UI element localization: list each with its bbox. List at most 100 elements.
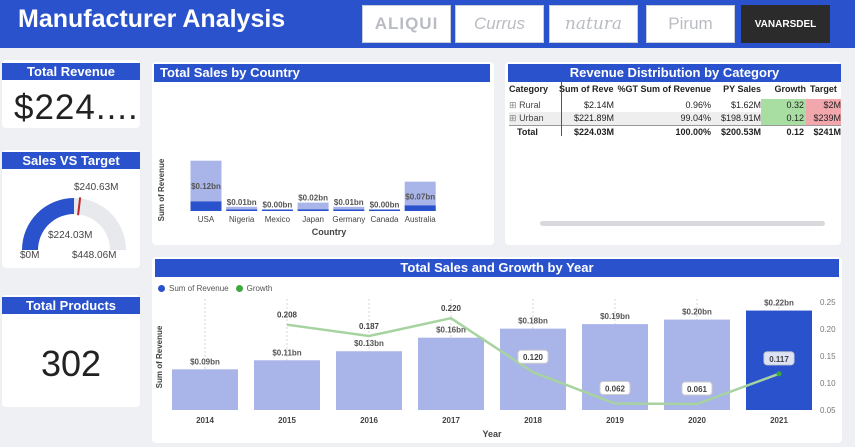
- table-row[interactable]: ⊞ Urban $221.89M 99.04% $198.91M 0.12 $2…: [509, 112, 841, 125]
- brand-slicer-currus[interactable]: Currus: [455, 5, 544, 43]
- gauge-target-marker: [77, 197, 82, 216]
- brand-label: VANARSDEL: [754, 18, 817, 30]
- year-y-axis-label: Sum of Revenue: [155, 325, 164, 388]
- country-bar: [226, 206, 258, 211]
- revenue-bar: [254, 360, 320, 410]
- country-bar-chart: Sum of Revenue Country $0.12bn USA $0.01bn…: [157, 158, 437, 237]
- gauge-actual-label: $224.03M: [48, 230, 92, 241]
- col-target[interactable]: Target: [810, 84, 837, 94]
- year-tick-label: 2021: [770, 416, 788, 425]
- revenue-data-label: $0.22bn: [764, 299, 794, 308]
- revenue-data-label: $0.16bn: [436, 326, 466, 335]
- brand-label: natura: [564, 14, 623, 34]
- sales-by-country-card: Total Sales by Country Sum of Revenue Co…: [152, 62, 494, 245]
- revenue-data-label: $0.20bn: [682, 308, 712, 317]
- brand-label: Currus: [473, 14, 525, 33]
- col-category[interactable]: Category: [509, 84, 549, 94]
- row-py-sales: $1.62M: [730, 100, 761, 110]
- revenue-data-label: $0.11bn: [272, 348, 301, 357]
- revenue-bar: [418, 337, 484, 410]
- country-data-label: $0.01bn: [227, 198, 257, 207]
- brand-slicer-vanarsdel[interactable]: VANARSDEL: [741, 5, 830, 43]
- gauge-max-label: $448.06M: [72, 250, 116, 261]
- total-revenue-card: Total Revenue $224....: [2, 60, 140, 128]
- total-products-value: 302: [40, 343, 102, 384]
- row-pct: 0.96%: [685, 100, 711, 110]
- y2-tick-label: 0.10: [820, 379, 836, 388]
- growth-label-box: [599, 381, 631, 396]
- row-revenue: $2.14M: [583, 100, 614, 110]
- table-horizontal-scrollbar[interactable]: [540, 221, 825, 226]
- expand-icon[interactable]: ⊞: [509, 113, 517, 123]
- growth-data-label: 0.120: [523, 353, 544, 362]
- brand-label: ALIQUI: [374, 14, 439, 33]
- total-revenue: $224.03M: [573, 127, 614, 137]
- country-tick-label: Canada: [370, 215, 399, 224]
- total-products-label: Total Products: [2, 297, 140, 314]
- sales-by-country-title: Total Sales by Country: [154, 64, 490, 82]
- growth-label-box: [763, 351, 795, 366]
- country-tick-label: USA: [198, 215, 215, 224]
- revenue-distribution-card: Revenue Distribution by Category Categor…: [505, 62, 841, 245]
- growth-data-label: 0.117: [769, 355, 789, 364]
- brand-slicer-natura[interactable]: natura: [549, 5, 638, 43]
- country-tick-label: Australia: [405, 215, 437, 224]
- revenue-data-label: $0.19bn: [600, 312, 630, 321]
- year-tick-label: 2016: [360, 416, 378, 425]
- col-growth[interactable]: Growth: [774, 84, 807, 94]
- country-bar: [297, 202, 329, 211]
- expand-icon[interactable]: ⊞: [509, 100, 517, 110]
- total-revenue-value: $224....: [14, 88, 139, 127]
- total-revenue-label: Total Revenue: [2, 63, 140, 80]
- table-header-row: Category Sum of Revenue %GT Sum of Reven…: [509, 83, 841, 96]
- legend-growth-icon: [235, 285, 243, 292]
- total-category: Total: [517, 127, 538, 137]
- total-py-sales: $200.53M: [720, 127, 761, 137]
- y2-tick-label: 0.20: [820, 325, 836, 334]
- country-data-label: $0.00bn: [370, 201, 400, 210]
- total-pct: 100.00%: [675, 127, 711, 137]
- country-bar-fill: [190, 201, 222, 211]
- year-tick-label: 2020: [688, 416, 706, 425]
- country-tick-label: Japan: [302, 215, 324, 224]
- country-bar-fill: [297, 209, 329, 211]
- country-y-axis-label: Sum of Revenue: [157, 158, 166, 221]
- growth-data-label: 0.220: [441, 304, 462, 313]
- row-growth: 0.32: [761, 99, 806, 112]
- revenue-bar: [336, 351, 402, 410]
- gauge-fill: [22, 198, 74, 250]
- revenue-bar: [582, 324, 648, 410]
- sales-vs-target-card: Sales VS Target $240.63M $224.03M $0M $4…: [2, 150, 140, 268]
- revenue-bar: [500, 328, 566, 410]
- brand-label: Pirum: [668, 14, 713, 33]
- col-pct[interactable]: %GT Sum of Revenue: [617, 84, 711, 94]
- row-target: $239M: [806, 112, 841, 125]
- growth-label-box: [681, 381, 713, 396]
- growth-data-label: 0.062: [605, 385, 626, 394]
- legend-revenue-label[interactable]: Sum of Revenue: [169, 284, 229, 293]
- year-x-axis-label: Year: [482, 429, 502, 439]
- brand-slicer-pirum[interactable]: Pirum: [646, 5, 735, 43]
- revenue-data-label: $0.18bn: [518, 317, 548, 326]
- page-title: Manufacturer Analysis: [18, 5, 286, 33]
- brand-slicer-aliqui[interactable]: ALIQUI: [362, 5, 451, 43]
- revenue-bar: [172, 369, 238, 410]
- row-target: $2M: [806, 99, 841, 112]
- total-products-card: Total Products 302: [2, 295, 140, 407]
- country-data-label: $0.12bn: [191, 182, 221, 191]
- row-py-sales: $198.91M: [720, 113, 761, 123]
- col-revenue[interactable]: Sum of Revenue: [559, 84, 614, 94]
- legend-revenue-icon: [158, 285, 165, 292]
- gauge-min-label: $0M: [20, 250, 39, 261]
- country-bar-fill: [369, 209, 400, 211]
- row-category: Urban: [519, 113, 544, 123]
- revenue-data-label: $0.13bn: [354, 339, 384, 348]
- legend-growth-label[interactable]: Growth: [246, 284, 273, 293]
- growth-data-label: 0.187: [359, 322, 380, 331]
- table-row[interactable]: ⊞ Rural $2.14M 0.96% $1.62M 0.32 $2M: [509, 99, 841, 112]
- growth-data-label: 0.208: [277, 311, 298, 320]
- table-divider: [561, 82, 562, 136]
- sales-growth-title: Total Sales and Growth by Year: [155, 259, 839, 277]
- col-py-sales[interactable]: PY Sales: [723, 84, 761, 94]
- revenue-data-label: $0.09bn: [190, 357, 220, 366]
